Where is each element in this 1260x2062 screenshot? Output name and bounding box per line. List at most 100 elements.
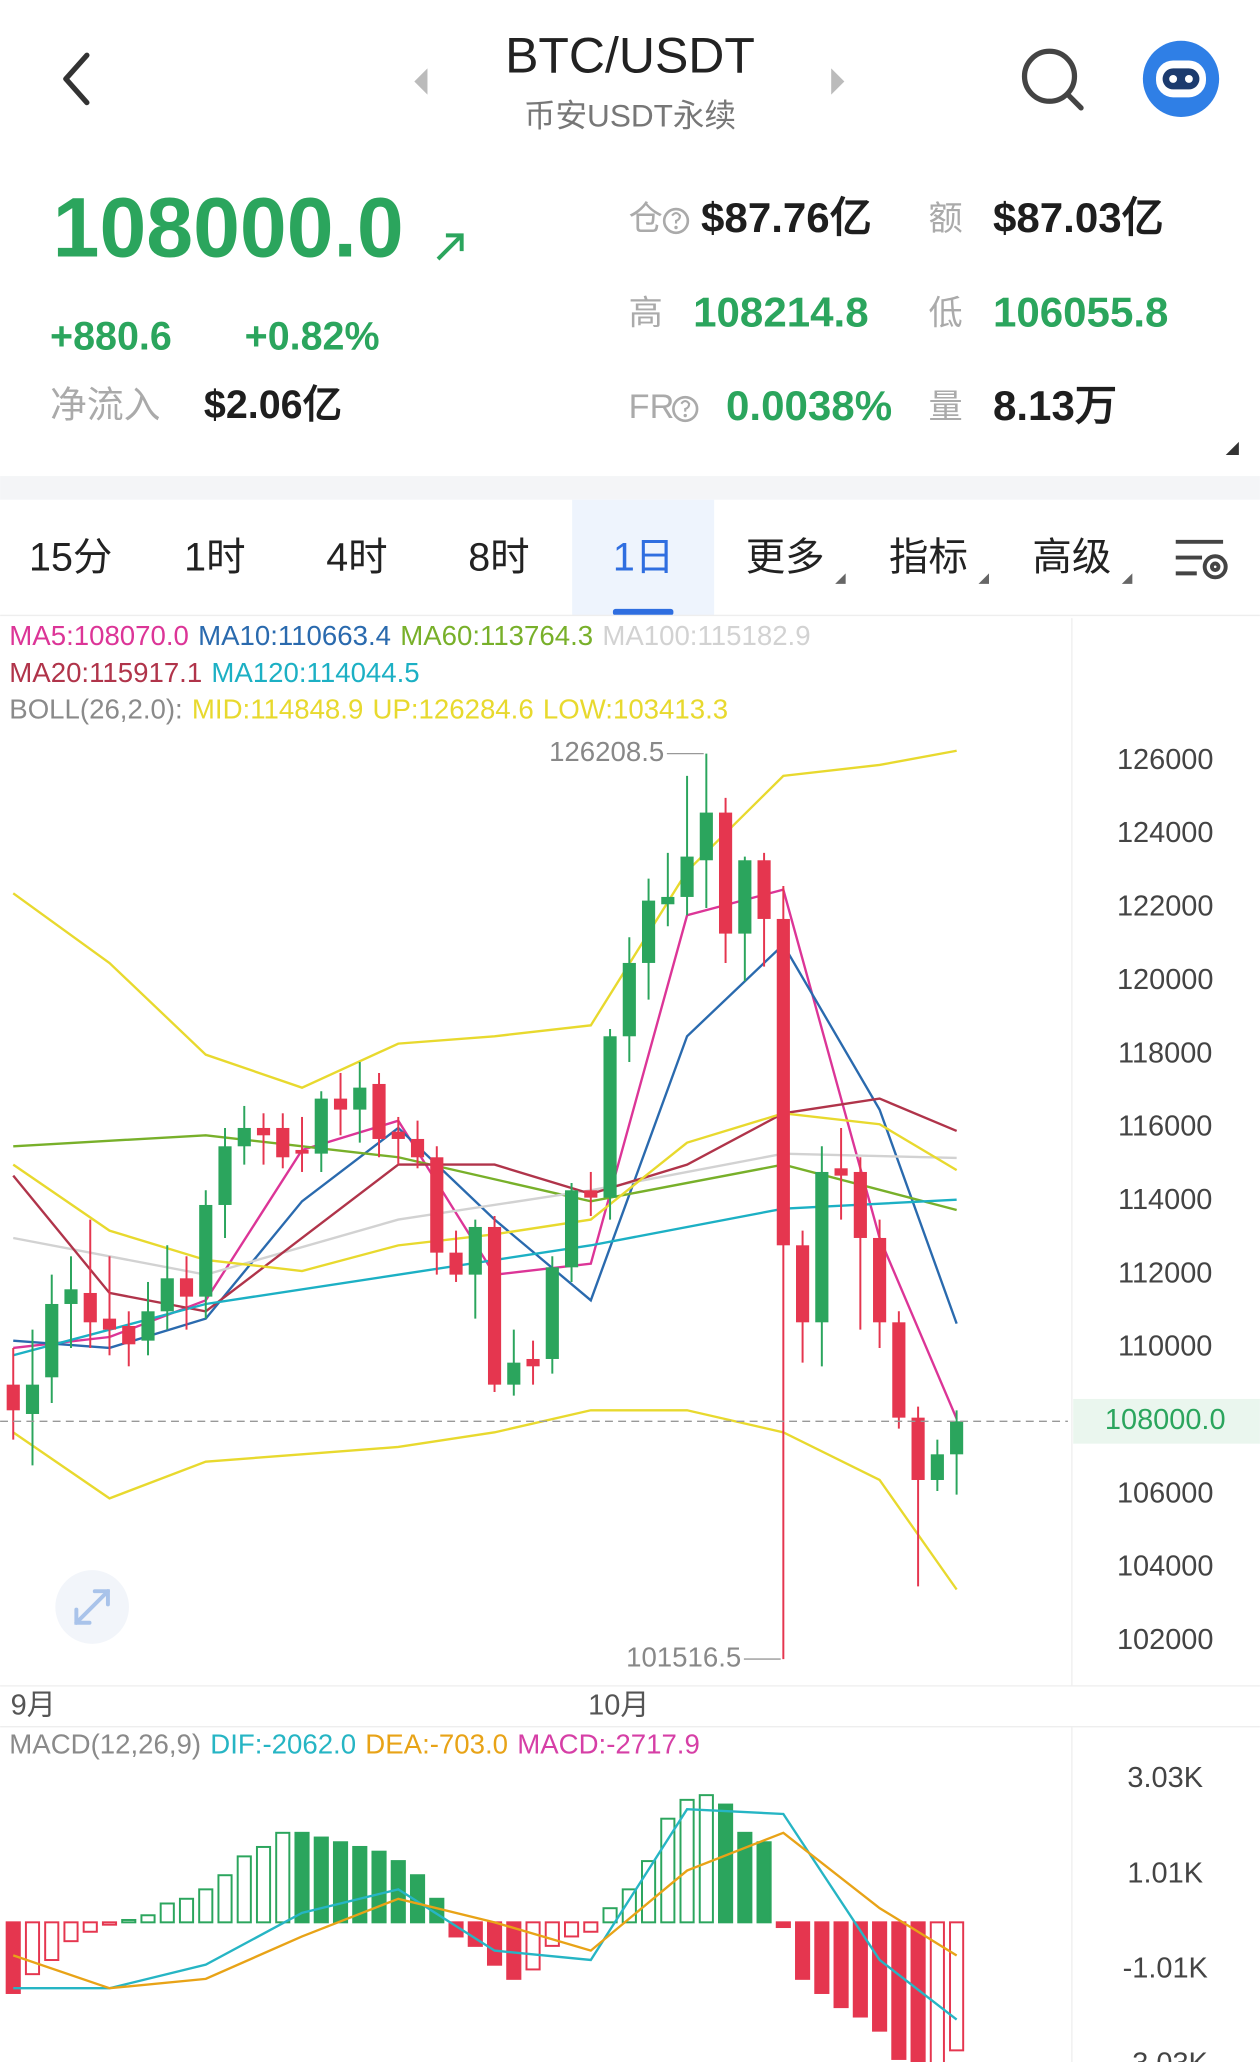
candle-body [603,1036,617,1198]
info-icon[interactable] [672,395,699,423]
tab[interactable]: 15分 [29,536,112,580]
legend-entry: UP:126284.6 [373,694,534,725]
candle-body [218,1146,232,1205]
macd-bar [602,1907,618,1924]
indicator-line [12,1097,958,1313]
candle-body [83,1292,97,1323]
candle-body [64,1289,78,1304]
macd-bar [679,1798,695,1924]
indicator-line [12,1831,958,1990]
legend-entry: MACD(12,26,9) [9,1729,201,1760]
tab[interactable]: 4时 [326,536,387,580]
macd-bar [737,1831,753,1924]
tab[interactable]: 1日 [613,536,674,580]
tab[interactable]: 指标 [889,536,968,580]
macd-bar [775,1921,791,1929]
chart-settings[interactable] [1175,539,1228,580]
macd-bar [795,1921,811,1980]
macd-bar [718,1803,734,1924]
info-icon[interactable] [662,207,690,235]
candle-body [564,1190,579,1268]
candle-body [6,1384,20,1411]
macd-bar [852,1921,868,2018]
indicator-line [12,1112,958,1273]
y-tick-label: 112000 [1118,1257,1212,1289]
candle-body [487,1226,502,1385]
legend-entry: MA60:113764.3 [400,620,593,651]
macd-bar [332,1841,349,1924]
candle-body [353,1087,367,1110]
macd-bar [294,1831,310,1924]
current-price-label: 108000.0 [1105,1404,1226,1436]
candle-body [372,1083,386,1139]
search-button[interactable] [1021,48,1084,111]
legend-entry: MA20:115917.1 [9,657,202,688]
stat-label: 高 [629,295,663,333]
candle-body [930,1454,944,1480]
tab[interactable]: 高级 [1032,536,1111,580]
low-annotation: 101516.5 [626,1641,741,1672]
candle-body [45,1303,59,1378]
stat-label: FR [629,388,675,426]
macd-bar [486,1921,503,1966]
candle-body [160,1278,174,1312]
y-tick-label: 110000 [1118,1331,1212,1363]
candle-body [680,856,694,897]
candle-body [661,896,675,905]
high-annotation: 126208.5 [549,736,664,767]
candle-body [873,1237,887,1323]
stat-label: 量 [929,388,963,426]
y-tick-label: -1.01K [1123,1953,1208,1985]
macd-bar [24,1921,41,1976]
macd-bar [352,1845,368,1924]
avatar[interactable] [1142,40,1220,118]
stat-value: $87.03亿 [993,194,1164,241]
stat-label: 仓 [629,200,663,238]
stat-value: 0.0038% [726,382,892,429]
last-price: 108000.0 [53,180,404,274]
candle-body [796,1245,810,1323]
candle-body [449,1252,463,1275]
macd-bar [698,1794,714,1924]
candle-body [410,1138,425,1158]
indicator-line [12,1198,957,1357]
y-tick-label: -3.03K [1123,2048,1208,2062]
y-tick-label: 118000 [1118,1037,1212,1069]
indicator-line [12,749,957,1089]
fullscreen-button[interactable] [55,1570,129,1644]
candle-body [25,1384,40,1414]
candle-body [314,1098,328,1154]
x-tick-label: 9月 [11,1690,56,1722]
prev-pair[interactable] [414,68,428,95]
macd-bar [544,1921,560,1947]
candle-body [199,1204,213,1297]
expand-corner[interactable] [1225,441,1239,456]
tab[interactable]: 8时 [468,536,529,580]
candle-body [738,860,752,934]
tab[interactable]: 更多 [746,536,825,580]
active-tab-bg [572,499,715,616]
current-price-tag [1073,1398,1260,1444]
y-tick-label: 120000 [1117,964,1214,996]
candle-body [719,812,733,934]
candle-body [295,1149,309,1154]
macd-bar [756,1841,772,1924]
next-pair[interactable] [831,68,845,95]
macd-bar [313,1836,329,1924]
y-tick-label: 122000 [1117,891,1214,923]
netflow-value: $2.06亿 [204,383,342,427]
y-tick-label: 126000 [1117,744,1214,776]
price-change-pct: +0.82% [245,315,380,359]
candle-body [757,860,771,919]
candle-body [815,1171,829,1323]
legend-entry: MA100:115182.9 [602,620,810,651]
macd-bar [371,1850,387,1924]
tab[interactable]: 1时 [184,536,245,580]
macd-bar [178,1897,195,1924]
macd-bar [891,1921,907,2060]
back-button[interactable] [63,52,90,106]
macd-bar [833,1921,849,2009]
macd-bar [217,1874,233,1924]
